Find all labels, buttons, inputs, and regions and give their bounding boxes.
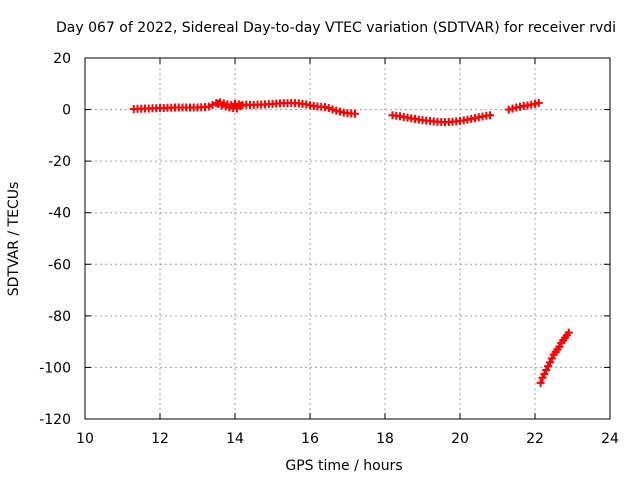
x-tick-label: 18: [376, 431, 394, 447]
data-point: [328, 105, 337, 114]
x-tick-label: 14: [226, 431, 244, 447]
data-point: [536, 378, 545, 387]
data-point: [351, 109, 359, 118]
x-tick-label: 16: [301, 431, 319, 447]
x-tick-label: 12: [151, 431, 169, 447]
y-tick-label: -20: [48, 154, 71, 170]
data-point: [324, 104, 333, 113]
data-point: [321, 102, 329, 111]
y-tick-label: -120: [39, 412, 71, 428]
y-tick-label: -60: [48, 257, 71, 273]
data-point: [336, 107, 344, 116]
data-series-3: [504, 98, 543, 114]
data-series-1: [129, 98, 359, 118]
data-series-2: [388, 111, 494, 127]
data-point: [534, 98, 543, 107]
plot-frame: [84, 57, 611, 420]
data-point: [564, 328, 573, 337]
data-point: [332, 106, 341, 115]
y-tick-label: -40: [48, 206, 71, 222]
data-point: [504, 105, 513, 114]
data-point: [204, 102, 213, 111]
data-series-4: [536, 328, 573, 387]
y-tick-label: -80: [48, 309, 71, 325]
x-tick-label: 22: [526, 431, 544, 447]
x-tick-label: 10: [76, 431, 94, 447]
data-point: [531, 99, 539, 108]
y-axis-label: SDTVAR / TECUs: [6, 182, 22, 297]
y-tick-label: -100: [39, 360, 71, 376]
chart-title: Day 067 of 2022, Sidereal Day-to-day VTE…: [56, 20, 616, 36]
data-point: [508, 104, 517, 113]
ticks-layer: 10 12 14 16 18 20 22 24 -120 -100 -80 -60 -40 -20 0 20: [39, 51, 619, 447]
data-point: [486, 111, 494, 120]
x-tick-label: 20: [451, 431, 469, 447]
y-tick-label: 20: [53, 51, 71, 67]
data-marks-layer: [129, 98, 573, 387]
x-tick-label: 24: [601, 431, 619, 447]
x-axis-label: GPS time / hours: [285, 458, 402, 474]
y-tick-label: 0: [62, 103, 71, 119]
